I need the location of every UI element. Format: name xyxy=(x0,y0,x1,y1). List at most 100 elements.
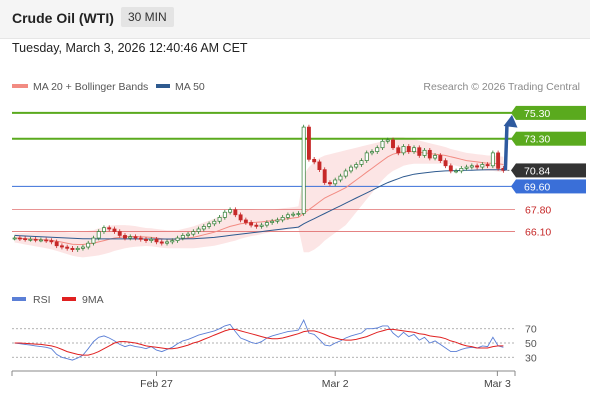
candle-body xyxy=(75,247,80,250)
candle xyxy=(375,145,380,154)
candle-body xyxy=(438,155,443,161)
candle-body xyxy=(296,213,301,215)
candle-body xyxy=(312,158,317,163)
level-tag-73.30 xyxy=(516,131,586,146)
candle xyxy=(80,244,85,251)
candle-body xyxy=(191,231,196,235)
candle xyxy=(201,224,206,232)
candle-body xyxy=(291,213,296,216)
candle xyxy=(186,231,191,238)
candle-body xyxy=(207,223,212,227)
candle xyxy=(28,236,33,242)
legend-swatch-9ma xyxy=(62,297,76,301)
forecast-arrow-shaft xyxy=(503,123,509,171)
candle xyxy=(191,229,196,237)
candle xyxy=(475,163,480,170)
candle-body xyxy=(102,227,106,232)
interval-badge[interactable]: 30 MIN xyxy=(121,7,174,27)
level-tag-70.84 xyxy=(516,163,586,178)
candle xyxy=(312,157,317,165)
candle-body xyxy=(159,241,164,244)
candle-body xyxy=(65,246,70,249)
candle-body xyxy=(44,239,49,242)
candle-body xyxy=(433,155,438,159)
candle xyxy=(480,162,485,170)
candle-body xyxy=(107,227,112,230)
level-label-70.84: 70.84 xyxy=(524,165,550,177)
candle xyxy=(391,137,395,151)
candle-body xyxy=(349,166,353,172)
candle-body xyxy=(333,179,338,185)
candle-body xyxy=(306,126,311,160)
candle xyxy=(96,229,101,241)
candle-body xyxy=(480,164,485,168)
candle-body xyxy=(28,238,33,241)
rsi-tick-label: 30 xyxy=(525,352,537,364)
rsi-line xyxy=(14,319,504,361)
timestamp: Tuesday, March 3, 2026 12:40:46 AM CET xyxy=(12,41,248,55)
candle xyxy=(443,158,448,169)
candle xyxy=(280,215,285,223)
candle-body xyxy=(233,209,238,216)
candle-body xyxy=(201,226,206,230)
candle xyxy=(322,167,327,185)
candle xyxy=(170,238,175,245)
candle xyxy=(333,177,338,187)
candle xyxy=(259,222,264,229)
candle xyxy=(427,147,432,161)
candle xyxy=(38,237,43,243)
rsi-panel: 70 50 30 xyxy=(12,319,537,364)
candle-body xyxy=(496,152,501,169)
level-tag-pointer-73.30 xyxy=(511,131,516,146)
candle-body xyxy=(154,238,159,243)
candle-body xyxy=(38,239,43,242)
level-label-75.30: 75.30 xyxy=(524,108,550,120)
candle-body xyxy=(149,238,154,241)
candle-body xyxy=(112,228,117,232)
x-axis: Feb 27 Mar 2 Mar 3 xyxy=(11,370,516,390)
candle xyxy=(59,243,64,250)
level-tag-69.60 xyxy=(516,179,586,194)
candle xyxy=(338,173,343,183)
candle xyxy=(448,163,453,174)
candle-body xyxy=(301,126,306,214)
candle-body xyxy=(170,240,175,243)
candle-body xyxy=(380,140,385,149)
candle xyxy=(102,225,106,234)
credit-text: Research © 2026 Trading Central xyxy=(423,81,580,93)
candle xyxy=(54,239,59,249)
candle xyxy=(91,235,96,246)
ma20-line xyxy=(14,151,504,245)
candle xyxy=(291,211,296,218)
candle xyxy=(133,234,138,241)
candle xyxy=(412,145,416,154)
forecast-arrow xyxy=(503,114,518,171)
level-tag-75.30 xyxy=(516,105,586,120)
candle xyxy=(254,222,259,229)
candle-body xyxy=(228,209,233,213)
candle xyxy=(349,164,353,174)
ma50-line xyxy=(14,169,504,240)
candle xyxy=(23,236,28,242)
candle xyxy=(70,246,75,252)
level-tag-pointer-69.60 xyxy=(511,179,516,194)
candles xyxy=(12,124,506,252)
candle-body xyxy=(17,237,22,240)
candle-body xyxy=(180,235,185,239)
legend-9ma-label: 9MA xyxy=(82,294,104,306)
candle xyxy=(285,212,290,220)
candle xyxy=(196,226,201,234)
main-legend: MA 20 + Bollinger Bands MA 50 Research ©… xyxy=(12,81,580,93)
candle-body xyxy=(285,214,290,218)
candle-body xyxy=(490,152,495,167)
candle-body xyxy=(469,165,474,168)
candle xyxy=(459,166,464,174)
price-levels xyxy=(12,111,515,232)
candle-body xyxy=(165,241,169,244)
candle-body xyxy=(249,222,254,226)
legend-ma20-label: MA 20 + Bollinger Bands xyxy=(33,81,148,93)
candle-body xyxy=(280,217,285,221)
candle-body xyxy=(33,238,38,241)
